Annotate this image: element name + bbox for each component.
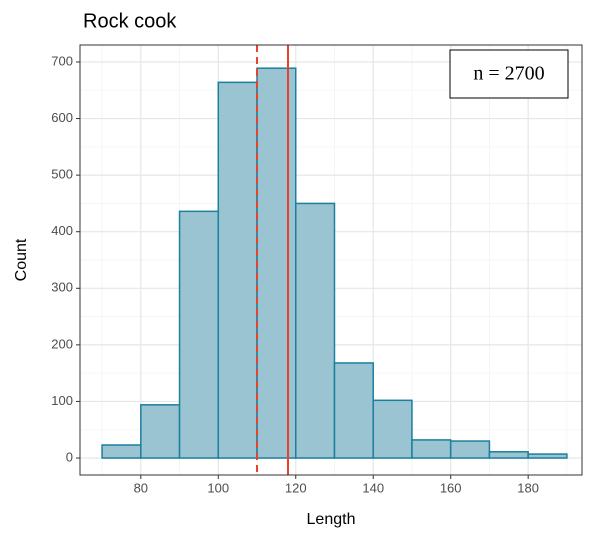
bar [295, 202, 336, 459]
bar [411, 439, 452, 459]
chart-title: Rock cook [83, 10, 177, 32]
x-tick-label: 180 [517, 480, 539, 495]
y-tick-label: 500 [51, 167, 73, 182]
y-tick-label: 100 [51, 393, 73, 408]
bar [527, 453, 568, 459]
annotation-box [449, 49, 569, 99]
y-tick-label: 200 [51, 336, 73, 351]
bar [449, 440, 491, 459]
y-tick-label: 300 [51, 280, 73, 295]
bar [101, 444, 142, 459]
bar [178, 210, 220, 459]
x-tick-label: 120 [285, 480, 307, 495]
y-tick-label: 700 [51, 53, 73, 68]
x-tick-label: 140 [362, 480, 384, 495]
y-tick-label: 400 [51, 223, 73, 238]
bar [488, 451, 529, 459]
x-axis-title: Length [307, 511, 356, 528]
panel-border [79, 44, 583, 476]
bar [333, 362, 374, 459]
y-axis-title: Count [13, 238, 30, 281]
bar [217, 81, 258, 459]
annotation: n = 2700 [473, 63, 544, 85]
bar [372, 399, 413, 459]
bar [256, 67, 297, 459]
x-tick-label: 160 [440, 480, 462, 495]
bar [140, 404, 181, 459]
y-tick-label: 600 [51, 110, 73, 125]
x-tick-label: 100 [207, 480, 229, 495]
y-tick-label: 0 [66, 449, 73, 464]
x-tick-label: 80 [134, 480, 148, 495]
